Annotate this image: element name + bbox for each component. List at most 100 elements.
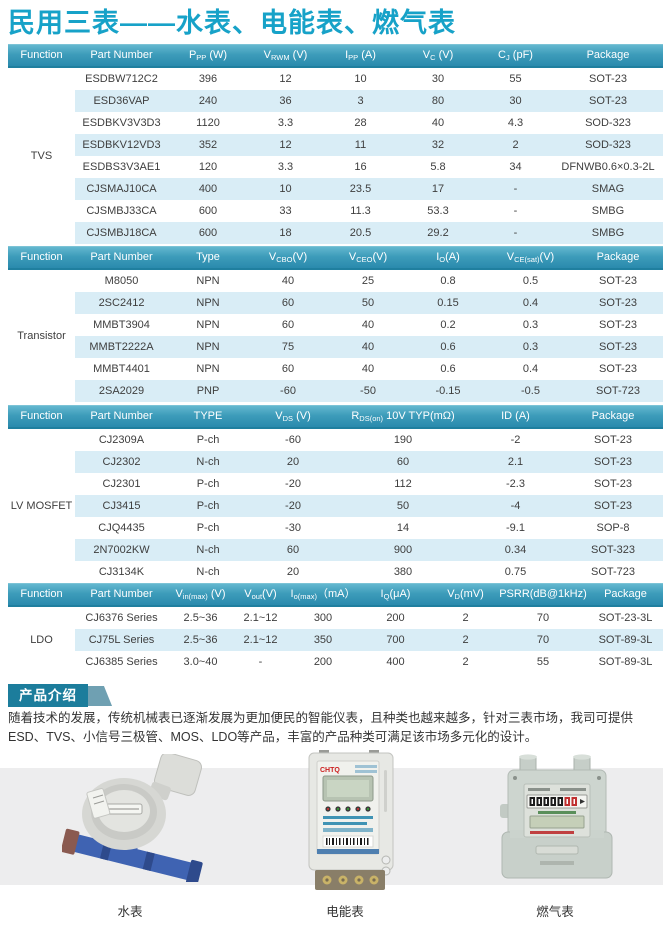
table-cell: 60 bbox=[248, 539, 338, 561]
column-header: VCE(sat)(V) bbox=[488, 246, 573, 270]
column-header: PSRR(dB@1kHz) bbox=[498, 583, 588, 607]
table-cell: 40 bbox=[328, 336, 408, 358]
table-cell: 400 bbox=[386, 655, 405, 668]
table-cell: - bbox=[478, 178, 553, 200]
table-cell: 3.3 bbox=[277, 116, 294, 129]
table-cell: CJ3415 bbox=[75, 495, 168, 517]
table-cell: -30 bbox=[285, 521, 301, 534]
column-header: Vout(V) bbox=[233, 583, 288, 607]
column-header: Vin(max) (V) bbox=[168, 583, 233, 607]
table-cell: P-ch bbox=[168, 495, 248, 517]
table-cell: SOT-23 bbox=[594, 477, 632, 490]
table-cell: CJ6376 Series bbox=[85, 611, 158, 624]
table-cell: 11.3 bbox=[350, 204, 371, 217]
column-header: CJ (pF) bbox=[478, 44, 553, 68]
table-cell: 50 bbox=[338, 495, 468, 517]
table-cell: 10 bbox=[354, 72, 367, 85]
table-cell: 0.4 bbox=[522, 362, 539, 375]
table-cell: 70 bbox=[536, 611, 550, 624]
table-cell: 36 bbox=[248, 90, 323, 112]
column-header: Function bbox=[8, 405, 75, 429]
table-cell: -4 bbox=[468, 495, 563, 517]
table-cell: 2SA2029 bbox=[75, 380, 168, 402]
table-cell: SOT-23 bbox=[563, 495, 663, 517]
table-cell: NPN bbox=[196, 318, 220, 331]
table-cell: 55 bbox=[509, 72, 522, 85]
table-cell: -50 bbox=[328, 380, 408, 402]
table-cell: MMBT2222A bbox=[75, 336, 168, 358]
table-cell: 0.3 bbox=[522, 318, 539, 331]
table-cell: SOT-23 bbox=[599, 318, 637, 331]
table-cell: 28 bbox=[354, 116, 367, 129]
table-cell: 240 bbox=[168, 90, 248, 112]
table-cell: 40 bbox=[281, 274, 295, 287]
table-cell: 60 bbox=[248, 292, 328, 314]
table-cell: 2 bbox=[478, 134, 553, 156]
column-header: TYPE bbox=[168, 405, 248, 429]
table-cell: 0.15 bbox=[408, 292, 488, 314]
table-cell: DFNWB0.6×0.3-2L bbox=[561, 160, 655, 173]
gas-meter-image bbox=[500, 754, 613, 879]
table-cell: -60 bbox=[248, 380, 328, 402]
table-cell: 400 bbox=[168, 178, 248, 200]
table-cell: CJ2301 bbox=[102, 477, 141, 490]
column-header: VD(mV) bbox=[433, 583, 498, 607]
table-cell: 14 bbox=[396, 521, 410, 534]
table-cell: 380 bbox=[393, 565, 413, 578]
tvs-table: Function Part Number PPP (W) VRWM (V) IPP (A… bbox=[8, 44, 663, 244]
svg-text:CHTQ: CHTQ bbox=[320, 767, 340, 774]
column-header: VRWM (V) bbox=[248, 44, 323, 68]
column-header: Package bbox=[553, 44, 663, 68]
table-cell: 2.1~12 bbox=[233, 629, 288, 651]
table-cell: 2.1~12 bbox=[243, 611, 278, 624]
water-meter-label: 水表 bbox=[117, 905, 143, 919]
column-header: Function bbox=[8, 583, 75, 607]
table-cell: 40 bbox=[361, 318, 375, 331]
table-cell: SOT-23 bbox=[553, 90, 663, 112]
table-cell: P-ch bbox=[196, 477, 220, 490]
column-header: RDS(on) 10V TYP(mΩ) bbox=[338, 405, 468, 429]
table-cell: 1120 bbox=[196, 116, 220, 129]
table-cell: 10 bbox=[248, 178, 323, 200]
table-cell: 2.5~36 bbox=[183, 611, 218, 624]
table-cell: NPN bbox=[196, 362, 220, 375]
table-cell: 3.0~40 bbox=[183, 655, 218, 668]
table-cell: MMBT3904 bbox=[93, 318, 150, 331]
column-header: Function bbox=[8, 44, 75, 68]
table-cell: N-ch bbox=[168, 451, 248, 473]
table-cell: 120 bbox=[198, 160, 218, 173]
column-header: Io(max)（mA） bbox=[288, 583, 358, 607]
table-cell: 2N7002KW bbox=[75, 539, 168, 561]
table-cell: 0.6 bbox=[440, 362, 456, 375]
table-cell: CJSMBJ18CA bbox=[75, 222, 168, 244]
table-cell: SOD-323 bbox=[553, 134, 663, 156]
table-cell: 352 bbox=[168, 134, 248, 156]
column-header: VC (V) bbox=[398, 44, 478, 68]
table-cell: CJ2302 bbox=[75, 451, 168, 473]
table-cell: 16 bbox=[354, 160, 367, 173]
table-cell: P-ch bbox=[196, 521, 220, 534]
column-header: IQ(μA) bbox=[358, 583, 433, 607]
table-cell: ESDBS3V3AE1 bbox=[82, 160, 161, 173]
table-cell: - bbox=[478, 222, 553, 244]
table-cell: 600 bbox=[168, 222, 248, 244]
table-cell: -2.3 bbox=[506, 477, 525, 490]
table-cell: -0.5 bbox=[488, 380, 573, 402]
product-intro-badge: 产品介绍 bbox=[8, 684, 113, 707]
column-header: Part Number bbox=[75, 44, 168, 68]
table-cell: 5.8 bbox=[430, 160, 446, 173]
table-cell: SMAG bbox=[553, 178, 663, 200]
table-cell: 30 bbox=[431, 72, 445, 85]
table-cell: 20.5 bbox=[323, 222, 398, 244]
table-cell: 700 bbox=[358, 629, 433, 651]
table-cell: 0.34 bbox=[468, 539, 563, 561]
table-cell: SOT-23-3L bbox=[598, 611, 653, 624]
table-cell: -20 bbox=[248, 495, 338, 517]
table-cell: SOT-23 bbox=[599, 274, 637, 287]
table-cell: 112 bbox=[394, 477, 412, 490]
table-cell: - bbox=[513, 204, 518, 217]
table-cell: N-ch bbox=[196, 565, 220, 578]
table-cell: 18 bbox=[248, 222, 323, 244]
table-cell: 12 bbox=[248, 134, 323, 156]
